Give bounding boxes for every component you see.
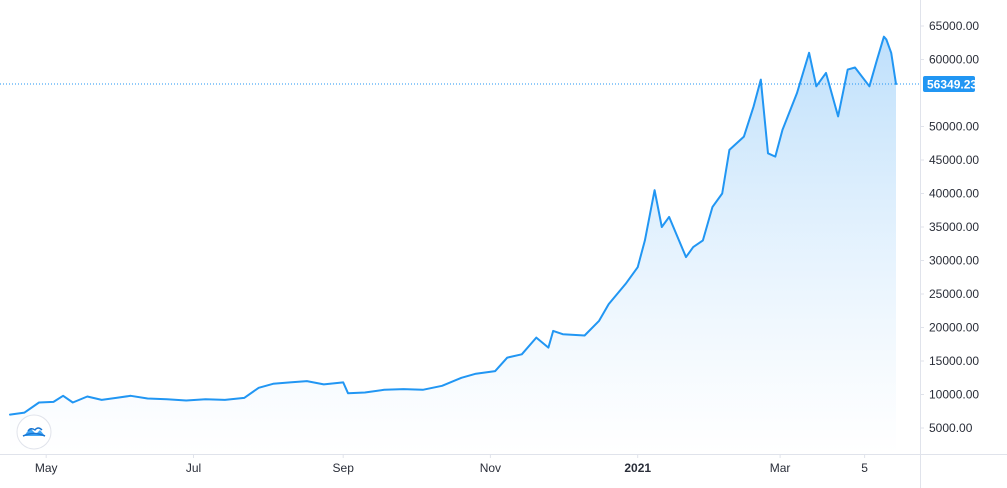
y-tick-label: 40000.00 — [929, 187, 979, 201]
y-tick-label: 20000.00 — [929, 321, 979, 335]
y-tick-label: 15000.00 — [929, 354, 979, 368]
y-tick-label: 45000.00 — [929, 153, 979, 167]
y-tick-label: 65000.00 — [929, 19, 979, 33]
y-tick-label: 5000.00 — [929, 421, 973, 435]
x-tick-label: Sep — [333, 461, 355, 475]
x-tick-label: Jul — [186, 461, 201, 475]
area-layer — [10, 36, 896, 454]
y-tick-label: 50000.00 — [929, 120, 979, 134]
last-price-label-bg — [923, 76, 975, 92]
line-layer — [9, 35, 897, 416]
logo-icon[interactable] — [16, 414, 52, 450]
y-tick-label: 30000.00 — [929, 254, 979, 268]
price-axis[interactable]: 5000.00 10000.00 15000.00 20000.00 25000.00 3… — [920, 19, 979, 435]
y-tick-label: 25000.00 — [929, 287, 979, 301]
area-fill — [10, 36, 896, 454]
y-tick-label: 35000.00 — [929, 220, 979, 234]
time-axis[interactable]: May Jul Sep Nov 2021 Mar 5 — [35, 454, 868, 475]
last-price-label: 56349.23 — [927, 78, 977, 92]
x-tick-label: 5 — [861, 461, 868, 475]
x-tick-label: 2021 — [624, 461, 651, 475]
last-price-layer: 56349.23 — [0, 76, 977, 92]
x-tick-label: Mar — [770, 461, 791, 475]
x-tick-label: Nov — [480, 461, 501, 475]
x-tick-label: May — [35, 461, 58, 475]
price-series-line[interactable] — [9, 35, 897, 416]
y-tick-label: 10000.00 — [929, 388, 979, 402]
y-tick-label: 60000.00 — [929, 53, 979, 67]
